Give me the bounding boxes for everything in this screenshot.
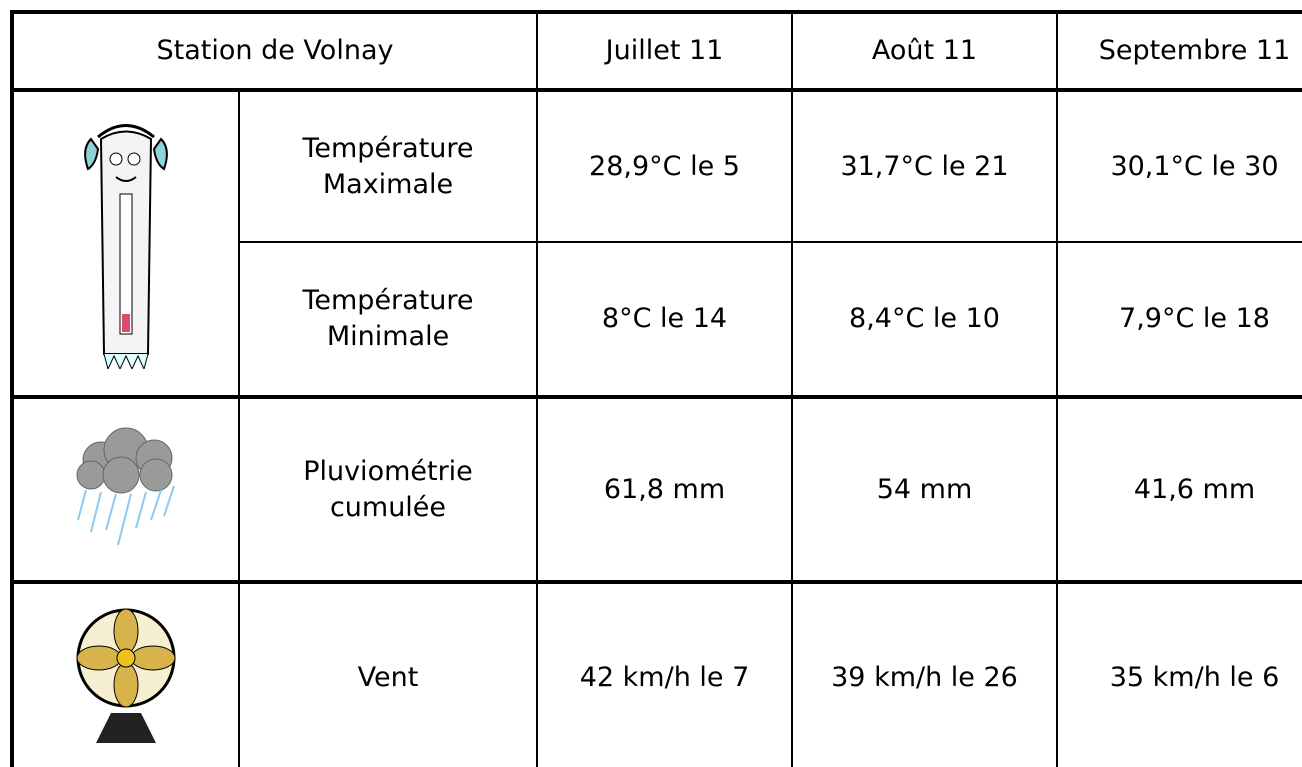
value-cell: 28,9°C le 5 <box>537 90 792 242</box>
body: Station de Volnay Juillet 11 Août 11 Sep… <box>0 0 1302 767</box>
label-line: Pluviométrie <box>240 454 536 490</box>
value-cell: 39 km/h le 26 <box>792 582 1057 767</box>
value-cell: 30,1°C le 30 <box>1057 90 1302 242</box>
header-cell: Septembre 11 <box>1057 12 1302 90</box>
icon-cell <box>12 397 239 582</box>
value-cell: 8,4°C le 10 <box>792 242 1057 397</box>
value-cell: 42 km/h le 7 <box>537 582 792 767</box>
row: Vent 42 km/h le 7 39 km/h le 26 35 km/h … <box>12 582 1302 767</box>
value-cell: 7,9°C le 18 <box>1057 242 1302 397</box>
header-row: Station de Volnay Juillet 11 Août 11 Sep… <box>12 12 1302 90</box>
table-wrapper: Station de Volnay Juillet 11 Août 11 Sep… <box>10 10 1302 767</box>
value-cell: 41,6 mm <box>1057 397 1302 582</box>
header-cell: Août 11 <box>792 12 1057 90</box>
value-cell: 31,7°C le 21 <box>792 90 1057 242</box>
thermometer-icon <box>76 119 176 369</box>
label-line: Vent <box>240 660 536 696</box>
climate-table: Station de Volnay Juillet 11 Août 11 Sep… <box>10 10 1302 767</box>
label-line: Minimale <box>240 319 536 355</box>
icon-cell <box>12 582 239 767</box>
header-cell: Juillet 11 <box>537 12 792 90</box>
icon-cell <box>12 90 239 397</box>
fan-icon <box>71 603 181 753</box>
label-line: Température <box>240 131 536 167</box>
label-line: Température <box>240 283 536 319</box>
rain-icon <box>66 420 186 560</box>
value-cell: 35 km/h le 6 <box>1057 582 1302 767</box>
value-cell: 54 mm <box>792 397 1057 582</box>
label-line: Maximale <box>240 167 536 203</box>
label-line: cumulée <box>240 490 536 526</box>
row-label: Vent <box>239 582 537 767</box>
header-cell: Station de Volnay <box>12 12 537 90</box>
value-cell: 61,8 mm <box>537 397 792 582</box>
page: Station de Volnay html, body { margin: 0… <box>0 0 1302 767</box>
value-cell: 8°C le 14 <box>537 242 792 397</box>
